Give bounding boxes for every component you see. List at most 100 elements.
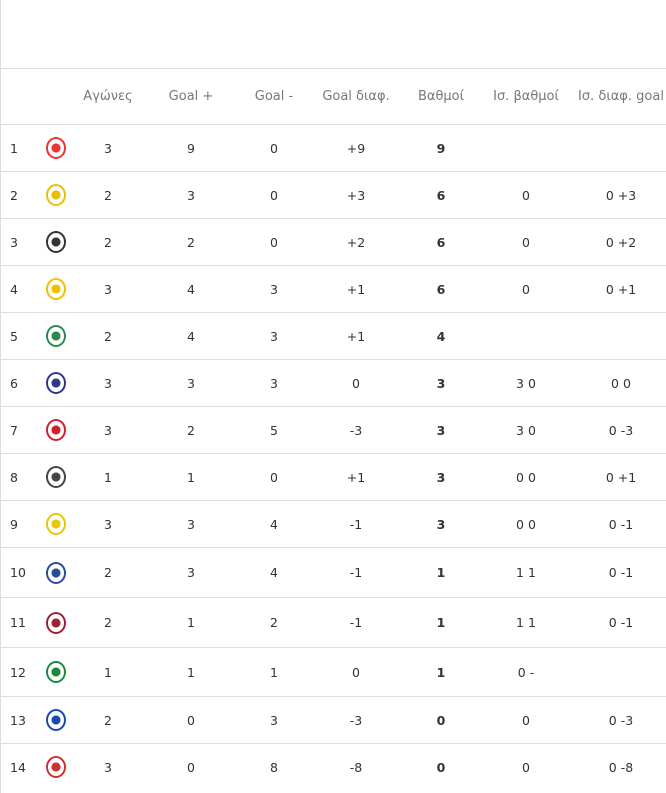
rank-cell: 8 <box>10 469 18 485</box>
goal-diff-cell: -3 <box>349 712 363 728</box>
h2h-points-cell: 0 <box>522 759 530 775</box>
goals-against-cell: 8 <box>270 759 278 775</box>
table-row[interactable]: 7 3 2 5 -3 3 3 0 0 -3 <box>0 406 666 454</box>
goals-against-cell: 3 <box>270 712 278 728</box>
table-row[interactable]: 9 3 3 4 -1 3 0 0 0 -1 <box>0 500 666 548</box>
goals-against-cell: 4 <box>270 565 278 580</box>
table-row[interactable]: 13 2 0 3 -3 0 0 0 -3 <box>0 696 666 744</box>
goals-against-cell: 2 <box>270 615 278 630</box>
goal-diff-cell: -1 <box>349 615 363 630</box>
aris-logo-icon <box>46 278 66 300</box>
rank-cell: 10 <box>10 565 26 580</box>
h2h-goal-diff-cell: 0 -1 <box>608 565 634 580</box>
goals-against-cell: 5 <box>270 422 278 438</box>
table-row[interactable]: 14 3 0 8 -8 0 0 0 -8 <box>0 743 666 791</box>
team-logo-cell <box>36 648 76 697</box>
rank-cell: 12 <box>10 664 26 680</box>
h2h-goal-diff-cell: 0 +1 <box>605 281 637 297</box>
goals-against-cell: 0 <box>270 469 278 485</box>
team-logo-cell <box>36 501 76 548</box>
levadiakos-logo-icon <box>46 325 66 347</box>
h2h-goal-diff-cell: 0 +2 <box>605 234 637 250</box>
goals-for-cell: 4 <box>187 281 195 297</box>
h2h-points-header: Ισ. βαθμοί <box>493 89 559 104</box>
goals-for-cell: 1 <box>187 615 195 630</box>
rank-cell: 13 <box>10 712 26 728</box>
table-row[interactable]: 2 2 3 0 +3 6 0 0 +3 <box>0 171 666 219</box>
played-cell: 1 <box>104 664 112 680</box>
goal-diff-cell: +9 <box>346 140 366 156</box>
goals-for-cell: 1 <box>187 664 195 680</box>
h2h-points-cell <box>476 313 576 360</box>
team-logo-cell <box>36 598 76 648</box>
points-cell: 1 <box>436 615 446 630</box>
h2h-points-cell: 0 0 <box>516 469 536 485</box>
team-logo-cell <box>36 454 76 501</box>
volos-logo-icon <box>46 419 66 441</box>
points-header: Βαθμοί <box>417 89 465 104</box>
table-row[interactable]: 1 3 9 0 +9 9 <box>0 124 666 172</box>
rank-cell: 14 <box>10 759 26 775</box>
played-cell: 2 <box>104 565 112 580</box>
table-row[interactable]: 5 2 4 3 +1 4 <box>0 312 666 360</box>
h2h-points-cell: 0 <box>522 187 530 203</box>
header-row: Αγώνες Goal + Goal - Goal διαφ. Βαθμοί Ισ. βα… <box>0 68 666 125</box>
goal-diff-cell: -1 <box>349 565 363 580</box>
goals-for-cell: 4 <box>187 328 195 344</box>
h2h-points-cell: 0 <box>522 234 530 250</box>
h2h-goal-diff-cell: 0 +3 <box>605 187 637 203</box>
goal-diff-cell: +1 <box>346 328 366 344</box>
goals-against-cell: 1 <box>270 664 278 680</box>
points-cell: 3 <box>436 375 446 391</box>
h2h-goal-diff-cell: 0 -1 <box>608 615 634 630</box>
panserraikos-logo-icon <box>46 756 66 779</box>
goal-diff-cell: 0 <box>352 375 360 391</box>
played-cell: 2 <box>104 712 112 728</box>
goals-for-cell: 3 <box>187 375 195 391</box>
goals-for-cell: 2 <box>187 422 195 438</box>
goals-for-cell: 9 <box>187 140 195 156</box>
goals-for-cell: 3 <box>187 187 195 203</box>
played-cell: 3 <box>104 516 112 532</box>
team-logo-cell <box>36 125 76 172</box>
goals-against-cell: 0 <box>270 187 278 203</box>
standings-table: Αγώνες Goal + Goal - Goal διαφ. Βαθμοί Ισ. βα… <box>0 68 666 791</box>
rank-cell: 6 <box>10 375 18 391</box>
points-cell: 6 <box>436 187 446 203</box>
h2h-goal-diff-cell <box>576 125 666 172</box>
played-cell: 2 <box>104 187 112 203</box>
table-row[interactable]: 3 2 2 0 +2 6 0 0 +2 <box>0 218 666 266</box>
points-cell: 4 <box>436 328 446 344</box>
goal-diff-cell: +2 <box>346 234 366 250</box>
table-row[interactable]: 10 2 3 4 -1 1 1 1 0 -1 <box>0 547 666 598</box>
larissa-logo-icon <box>46 611 66 634</box>
paok-logo-icon <box>46 231 66 253</box>
points-cell: 6 <box>436 234 446 250</box>
table-row[interactable]: 11 2 1 2 -1 1 1 1 0 -1 <box>0 597 666 648</box>
goals-for-cell: 1 <box>187 469 195 485</box>
goals-against-cell: 3 <box>270 281 278 297</box>
table-row[interactable]: 12 1 1 1 0 1 0 - <box>0 647 666 697</box>
table-row[interactable]: 8 1 1 0 +1 3 0 0 0 +1 <box>0 453 666 501</box>
rank-cell: 11 <box>10 615 26 630</box>
kifisia-logo-icon <box>46 561 66 584</box>
table-row[interactable]: 4 3 4 3 +1 6 0 0 +1 <box>0 265 666 313</box>
goals-for-cell: 3 <box>187 516 195 532</box>
team-logo-cell <box>36 360 76 407</box>
played-cell: 3 <box>104 281 112 297</box>
goals-against-cell: 0 <box>270 234 278 250</box>
played-cell: 2 <box>104 328 112 344</box>
ofi-logo-icon <box>46 466 66 488</box>
h2h-goal-diff-cell <box>576 648 666 697</box>
h2h-points-cell <box>476 125 576 172</box>
points-cell: 3 <box>436 422 446 438</box>
points-cell: 3 <box>436 516 446 532</box>
table-row[interactable]: 6 3 3 3 0 3 3 0 0 0 <box>0 359 666 407</box>
rank-cell: 9 <box>10 516 18 532</box>
played-cell: 3 <box>104 375 112 391</box>
played-cell: 2 <box>104 234 112 250</box>
points-cell: 0 <box>436 759 446 775</box>
team-logo-cell <box>36 266 76 313</box>
h2h-goal-diff-cell: 0 -3 <box>608 712 634 728</box>
